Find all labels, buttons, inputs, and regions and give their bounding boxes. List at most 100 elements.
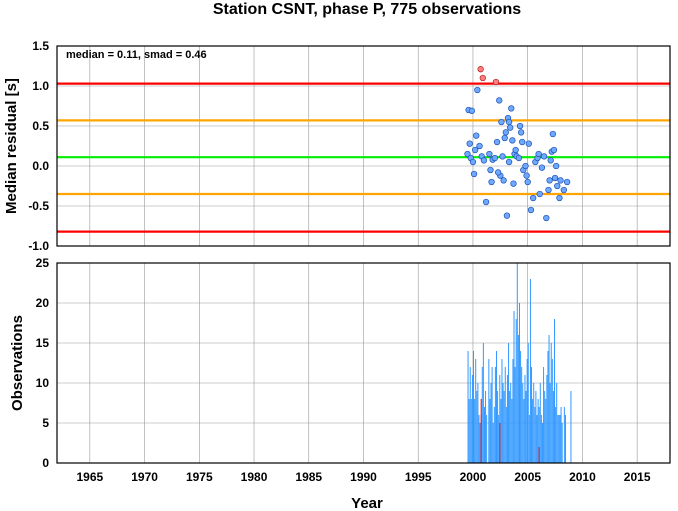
observation-bar-45 xyxy=(517,335,519,463)
observation-bar-8 xyxy=(476,391,478,463)
residual-point-13 xyxy=(482,198,490,206)
observation-bar-39 xyxy=(511,399,513,463)
residual-point-53 xyxy=(546,177,553,184)
residual-point-59 xyxy=(554,182,561,190)
observation-bar-25 xyxy=(495,351,497,463)
observation-bar-51 xyxy=(524,375,526,463)
residual-point-57 xyxy=(550,146,558,154)
observation-bar-22 xyxy=(492,423,494,463)
observation-bar-80 xyxy=(556,383,558,463)
observation-bar-19 xyxy=(489,399,491,463)
residual-point-60 xyxy=(556,194,563,202)
residual-point-65 xyxy=(535,150,542,158)
observation-bar-59 xyxy=(533,383,535,463)
x-tick-label-9: 2010 xyxy=(569,470,596,484)
bottom-panel-tick-labels: 1965 1970 1975 1980 1985 1990 1995 2000 2005 2010… xyxy=(36,256,651,484)
top-panel-frame xyxy=(56,45,671,247)
observation-bar-18 xyxy=(488,359,490,463)
observation-bar-34 xyxy=(505,407,507,463)
x-tick-label-7: 2000 xyxy=(460,470,487,484)
x-tick-label-4: 1985 xyxy=(295,470,322,484)
residual-point-18 xyxy=(493,138,501,146)
bottom-y-tick-label-5: 25 xyxy=(36,256,50,270)
observation-bar-83 xyxy=(559,415,561,463)
bottom-y-tick-label-4: 20 xyxy=(36,296,50,310)
residual-point-38 xyxy=(519,138,526,146)
outlier-point-0 xyxy=(477,66,484,73)
observation-bar-1 xyxy=(468,399,470,463)
observation-bar-81 xyxy=(557,415,559,463)
residual-point-34 xyxy=(512,146,519,154)
observation-bar-32 xyxy=(503,391,505,463)
x-tick-label-6: 1995 xyxy=(405,470,432,484)
observation-bar-75 xyxy=(550,343,552,463)
residual-point-2 xyxy=(466,140,473,147)
observation-bar-79 xyxy=(555,407,557,463)
residual-point-62 xyxy=(560,186,567,194)
highlight-bar-0 xyxy=(480,399,482,463)
observation-bar-27 xyxy=(498,415,500,463)
observation-bar-70 xyxy=(545,399,547,463)
observation-bar-42 xyxy=(514,367,516,463)
observation-bar-73 xyxy=(548,335,550,463)
observation-bar-50 xyxy=(523,399,525,463)
observation-bar-38 xyxy=(510,383,512,463)
observation-bar-40 xyxy=(512,359,514,463)
observation-bar-84 xyxy=(560,407,562,463)
residual-point-63 xyxy=(563,178,571,186)
top-panel-points xyxy=(464,66,571,222)
observation-bar-88 xyxy=(570,391,572,463)
observation-bar-58 xyxy=(532,399,534,463)
observation-bar-55 xyxy=(528,415,530,463)
observation-bar-61 xyxy=(535,391,537,463)
top-y-tick-label-4: 1.0 xyxy=(32,79,49,93)
observation-bar-71 xyxy=(546,375,548,463)
top-y-tick-label-1: -0.5 xyxy=(28,199,49,213)
residual-point-54 xyxy=(547,157,554,164)
residual-point-30 xyxy=(508,105,515,112)
observation-bar-16 xyxy=(485,391,487,463)
observation-bar-72 xyxy=(547,351,549,463)
residual-point-12 xyxy=(480,157,488,164)
observation-bar-26 xyxy=(497,391,499,463)
observation-bar-64 xyxy=(538,407,540,463)
residual-point-28 xyxy=(505,118,513,126)
top-panel-y-axis-label: Median residual [s] xyxy=(3,78,20,214)
observation-bar-60 xyxy=(534,407,536,463)
observation-bar-0 xyxy=(467,351,469,463)
observation-bar-6 xyxy=(474,399,476,463)
observation-bar-13 xyxy=(481,367,483,463)
observation-bar-82 xyxy=(558,415,560,463)
outlier-point-2 xyxy=(492,78,500,86)
bottom-y-tick-label-3: 15 xyxy=(36,336,50,350)
x-tick-label-3: 1980 xyxy=(241,470,268,484)
residual-point-10 xyxy=(476,142,483,150)
observation-bar-44 xyxy=(516,263,518,463)
highlight-bar-2 xyxy=(538,447,540,463)
residual-point-26 xyxy=(503,212,511,219)
observation-bar-85 xyxy=(561,423,563,463)
observation-bar-53 xyxy=(526,359,528,463)
observation-bar-62 xyxy=(536,415,538,463)
residual-point-37 xyxy=(517,129,525,136)
observation-bar-48 xyxy=(521,367,523,463)
residual-point-56 xyxy=(549,130,557,138)
residual-point-52 xyxy=(545,186,552,194)
observation-bar-24 xyxy=(494,367,496,463)
stats-annotation: median = 0.11, smad = 0.46 xyxy=(66,49,207,61)
observation-bar-11 xyxy=(479,423,481,463)
observation-bar-37 xyxy=(509,391,511,463)
residual-point-25 xyxy=(502,129,509,136)
observation-bar-49 xyxy=(522,383,524,463)
residual-point-23 xyxy=(500,177,507,184)
top-y-tick-label-3: 0.5 xyxy=(32,119,49,133)
observation-bar-66 xyxy=(540,415,542,463)
observation-bar-86 xyxy=(563,407,565,463)
observation-bar-47 xyxy=(520,351,522,463)
residual-point-21 xyxy=(498,118,505,126)
observation-bar-10 xyxy=(478,415,480,463)
observation-bar-36 xyxy=(508,343,510,463)
residual-point-40 xyxy=(522,162,529,170)
